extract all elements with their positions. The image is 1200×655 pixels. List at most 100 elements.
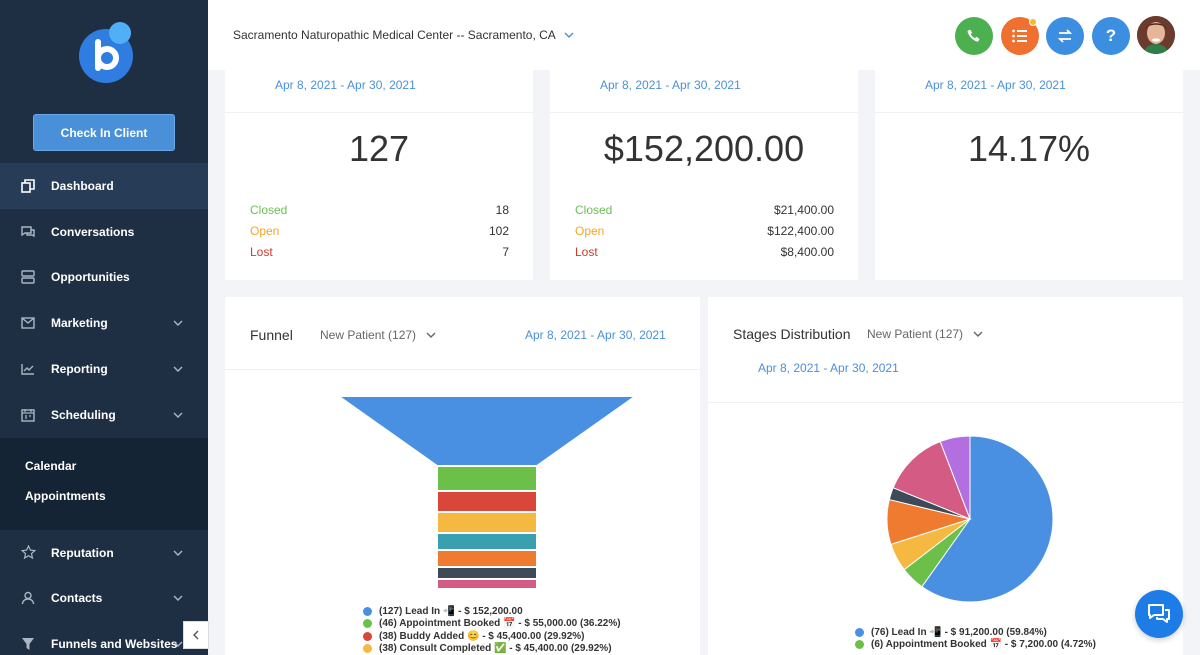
sidebar-item-funnels[interactable]: Funnels and Websites: [0, 621, 208, 655]
chevron-down-icon: [173, 366, 183, 373]
funnel-segment[interactable]: [436, 578, 538, 590]
pipeline-value-card: Apr 8, 2021 - Apr 30, 2021 $152,200.00 C…: [550, 62, 858, 280]
stages-legend: (76) Lead In 📲 - $ 91,200.00 (59.84%) (6…: [855, 626, 1096, 651]
conversion-rate-card: Apr 8, 2021 - Apr 30, 2021 14.17%: [875, 62, 1183, 280]
pie-chart: [886, 435, 1054, 603]
legend-text: (38) Consult Completed ✅ - $ 45,400.00 (…: [379, 643, 612, 655]
total-value: 14.17%: [967, 128, 1091, 169]
sidebar-nav: Dashboard Conversations Opportunities Ma…: [0, 163, 208, 655]
legend-item[interactable]: (38) Consult Completed ✅ - $ 45,400.00 (…: [363, 643, 621, 655]
legend-text: (46) Appointment Booked 📅 - $ 55,000.00 …: [379, 618, 621, 630]
notification-dot: [1029, 18, 1037, 26]
phone-button[interactable]: [955, 17, 993, 55]
divider: [225, 112, 533, 113]
sidebar-item-label: Conversations: [51, 224, 135, 239]
legend-item[interactable]: (76) Lead In 📲 - $ 91,200.00 (59.84%): [855, 626, 1096, 639]
funnel-segment[interactable]: [436, 490, 538, 513]
calendar-icon: [20, 407, 36, 423]
date-range[interactable]: Apr 8, 2021 - Apr 30, 2021: [525, 328, 666, 342]
sidebar-item-conversations[interactable]: Conversations: [0, 209, 208, 255]
date-range[interactable]: Apr 8, 2021 - Apr 30, 2021: [600, 78, 741, 92]
closed-value: 18: [495, 203, 509, 217]
funnel-chart: [334, 395, 640, 590]
user-avatar[interactable]: [1137, 16, 1175, 54]
phone-icon: [967, 29, 980, 42]
chevron-down-icon: [426, 332, 436, 338]
sidebar-item-reporting[interactable]: Reporting: [0, 346, 208, 392]
closed-value: $21,400.00: [773, 203, 834, 217]
sidebar: Check In Client Dashboard Conversations …: [0, 0, 208, 655]
sidebar-item-reputation[interactable]: Reputation: [0, 530, 208, 576]
date-range[interactable]: Apr 8, 2021 - Apr 30, 2021: [925, 78, 1066, 92]
brand-logo[interactable]: [76, 20, 136, 84]
total-value: $152,200.00: [603, 128, 805, 169]
sidebar-item-dashboard[interactable]: Dashboard: [0, 163, 208, 209]
chevron-down-icon: [173, 641, 183, 648]
chevron-down-icon: [173, 550, 183, 556]
opportunities-icon: [20, 269, 36, 285]
legend-item[interactable]: (6) Appointment Booked 📅 - $ 7,200.00 (4…: [855, 639, 1096, 652]
sidebar-subitem-appointments[interactable]: Appointments: [25, 488, 106, 503]
funnel-segment[interactable]: [436, 549, 538, 568]
star-icon: [20, 545, 36, 561]
divider: [875, 112, 1183, 113]
pie-slice[interactable]: [892, 440, 971, 520]
scheduling-submenu: Calendar Appointments: [0, 437, 208, 530]
sidebar-item-contacts[interactable]: Contacts: [0, 576, 208, 622]
sidebar-item-label: Funnels and Websites: [51, 637, 178, 652]
legend-text: (76) Lead In 📲 - $ 91,200.00 (59.84%): [871, 626, 1047, 638]
switch-button[interactable]: [1046, 17, 1084, 55]
chevron-left-icon: [193, 630, 199, 640]
chart-icon: [20, 361, 36, 377]
pie-slice[interactable]: [939, 435, 971, 520]
funnel-segment[interactable]: [436, 532, 538, 551]
stat-row-lost: Lost $8,400.00: [575, 245, 834, 259]
pipeline-selector[interactable]: New Patient (127): [867, 327, 983, 341]
open-label: Open: [575, 224, 605, 238]
sidebar-item-marketing[interactable]: Marketing: [0, 300, 208, 346]
legend-item[interactable]: (46) Appointment Booked 📅 - $ 55,000.00 …: [363, 618, 621, 631]
collapse-sidebar-button[interactable]: [183, 621, 209, 649]
date-range[interactable]: Apr 8, 2021 - Apr 30, 2021: [275, 78, 416, 92]
legend-item[interactable]: (127) Lead In 📲 - $ 152,200.00: [363, 605, 621, 618]
chevron-down-icon: [173, 320, 183, 327]
legend-item[interactable]: (38) Buddy Added 😊 - $ 45,400.00 (29.92%…: [363, 630, 621, 643]
legend-text: (38) Buddy Added 😊 - $ 45,400.00 (29.92%…: [379, 630, 585, 642]
dashboard-icon: [20, 178, 36, 194]
divider: [225, 369, 700, 370]
pie-slice[interactable]: [921, 435, 1054, 603]
funnel-panel: Funnel New Patient (127) Apr 8, 2021 - A…: [225, 297, 700, 655]
closed-label: Closed: [250, 203, 288, 217]
list-icon: [1012, 29, 1027, 43]
sidebar-item-label: Reporting: [51, 362, 108, 377]
funnel-segment[interactable]: [436, 566, 538, 580]
funnel-segment[interactable]: [436, 511, 538, 534]
stat-row-open: Open $122,400.00: [575, 224, 834, 238]
stages-distribution-panel: Stages Distribution New Patient (127) Ap…: [708, 297, 1183, 655]
lost-label: Lost: [575, 245, 598, 259]
pipeline-name: New Patient (127): [320, 328, 417, 342]
lost-value: $8,400.00: [780, 245, 834, 259]
legend-swatch: [855, 640, 864, 650]
funnel-segment[interactable]: [436, 465, 538, 492]
question-icon: ?: [1105, 26, 1117, 45]
sidebar-subitem-calendar[interactable]: Calendar: [25, 458, 77, 473]
date-range[interactable]: Apr 8, 2021 - Apr 30, 2021: [758, 361, 899, 375]
divider: [708, 402, 1183, 403]
pipeline-selector[interactable]: New Patient (127): [320, 328, 436, 342]
funnel-segment[interactable]: [334, 395, 640, 467]
help-button[interactable]: ?: [1092, 17, 1130, 55]
tasks-button[interactable]: [1001, 17, 1039, 55]
sidebar-item-label: Reputation: [51, 545, 114, 560]
chat-widget-button[interactable]: [1135, 590, 1183, 638]
chevron-down-icon: [173, 595, 183, 602]
sidebar-item-opportunities[interactable]: Opportunities: [0, 255, 208, 301]
check-in-client-button[interactable]: Check In Client: [33, 114, 175, 151]
person-icon: [20, 590, 36, 606]
legend-text: (127) Lead In 📲 - $ 152,200.00: [379, 605, 523, 617]
legend-swatch: [363, 644, 372, 654]
location-selector[interactable]: Sacramento Naturopathic Medical Center -…: [233, 28, 574, 42]
stat-row-closed: Closed $21,400.00: [575, 203, 834, 217]
sidebar-item-scheduling[interactable]: Scheduling: [0, 392, 208, 438]
legend-text: (6) Appointment Booked 📅 - $ 7,200.00 (4…: [871, 639, 1096, 651]
